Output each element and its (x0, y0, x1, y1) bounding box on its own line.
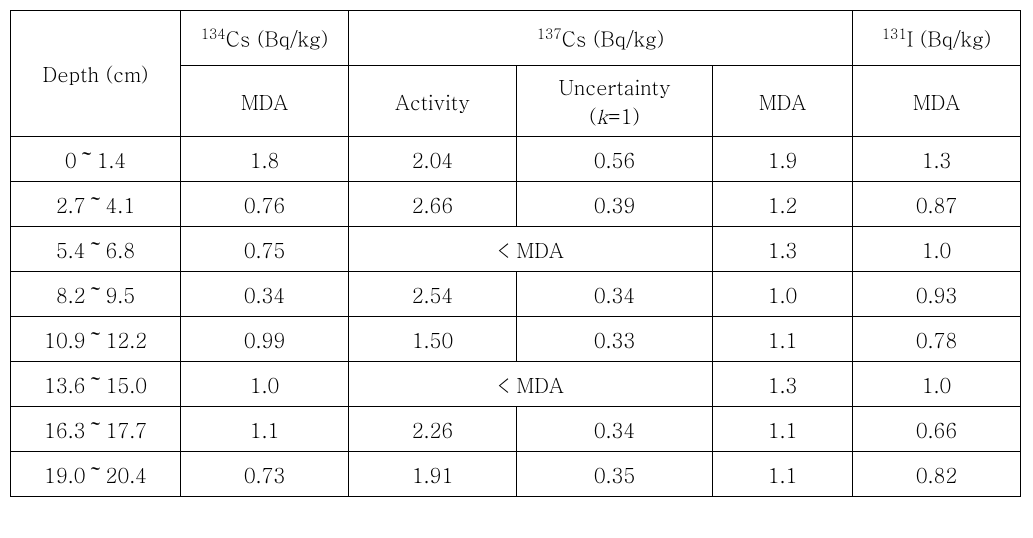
cell-depth: 8.2～9.5 (11, 272, 181, 317)
col-i131-mda: MDA (853, 66, 1021, 137)
cell-cs134-mda: 1.0 (181, 362, 349, 407)
table-row: 13.6～15.01.0< MDA1.31.0 (11, 362, 1021, 407)
cell-i131-mda: 0.93 (853, 272, 1021, 317)
col-cs137: 137Cs (Bq/kg) (349, 11, 853, 66)
cell-uncertainty: 0.35 (517, 452, 713, 497)
cell-cs134-mda: 0.34 (181, 272, 349, 317)
cell-i131-mda: 1.3 (853, 137, 1021, 182)
col-cs134: 134Cs (Bq/kg) (181, 11, 349, 66)
cell-cs137-mda: 1.0 (713, 272, 853, 317)
cell-uncertainty: 0.33 (517, 317, 713, 362)
cell-depth: 10.9～12.2 (11, 317, 181, 362)
cell-i131-mda: 0.87 (853, 182, 1021, 227)
cell-activity: 2.66 (349, 182, 517, 227)
cell-depth: 19.0～20.4 (11, 452, 181, 497)
cell-i131-mda: 1.0 (853, 227, 1021, 272)
cell-depth: 0～1.4 (11, 137, 181, 182)
cell-cs137-mda: 1.1 (713, 317, 853, 362)
col-cs134-mda: MDA (181, 66, 349, 137)
cell-activity: 1.50 (349, 317, 517, 362)
table-row: 19.0～20.40.731.910.351.10.82 (11, 452, 1021, 497)
col-depth: Depth (cm) (11, 11, 181, 137)
table-row: 0～1.41.82.040.561.91.3 (11, 137, 1021, 182)
cell-depth: 5.4～6.8 (11, 227, 181, 272)
cell-cs137-mda: 1.9 (713, 137, 853, 182)
cell-uncertainty: 0.56 (517, 137, 713, 182)
radionuclide-table: Depth (cm) 134Cs (Bq/kg) 137Cs (Bq/kg) 1… (10, 10, 1021, 497)
col-uncertainty: Uncertainty(k=1) (517, 66, 713, 137)
cell-cs134-mda: 1.8 (181, 137, 349, 182)
col-i131: 131I (Bq/kg) (853, 11, 1021, 66)
cell-activity: 2.26 (349, 407, 517, 452)
cell-depth: 16.3～17.7 (11, 407, 181, 452)
col-activity: Activity (349, 66, 517, 137)
cell-i131-mda: 0.82 (853, 452, 1021, 497)
cell-uncertainty: 0.34 (517, 407, 713, 452)
cell-i131-mda: 0.66 (853, 407, 1021, 452)
cell-cs134-mda: 0.99 (181, 317, 349, 362)
cell-i131-mda: 1.0 (853, 362, 1021, 407)
cell-uncertainty: 0.39 (517, 182, 713, 227)
cell-cs134-mda: 0.75 (181, 227, 349, 272)
cell-lt-mda: < MDA (349, 227, 713, 272)
col-cs137-mda: MDA (713, 66, 853, 137)
cell-i131-mda: 0.78 (853, 317, 1021, 362)
cell-cs137-mda: 1.3 (713, 362, 853, 407)
cell-cs137-mda: 1.1 (713, 407, 853, 452)
table-row: 10.9～12.20.991.500.331.10.78 (11, 317, 1021, 362)
table-row: 16.3～17.71.12.260.341.10.66 (11, 407, 1021, 452)
cell-uncertainty: 0.34 (517, 272, 713, 317)
cell-activity: 2.04 (349, 137, 517, 182)
table-row: 8.2～9.50.342.540.341.00.93 (11, 272, 1021, 317)
cell-activity: 2.54 (349, 272, 517, 317)
cell-activity: 1.91 (349, 452, 517, 497)
table-row: 5.4～6.80.75< MDA1.31.0 (11, 227, 1021, 272)
table-body: 0～1.41.82.040.561.91.32.7～4.10.762.660.3… (11, 137, 1021, 497)
cell-cs134-mda: 0.76 (181, 182, 349, 227)
table-row: 2.7～4.10.762.660.391.20.87 (11, 182, 1021, 227)
cell-lt-mda: < MDA (349, 362, 713, 407)
cell-depth: 2.7～4.1 (11, 182, 181, 227)
cell-depth: 13.6～15.0 (11, 362, 181, 407)
table-header: Depth (cm) 134Cs (Bq/kg) 137Cs (Bq/kg) 1… (11, 11, 1021, 137)
cell-cs137-mda: 1.1 (713, 452, 853, 497)
cell-cs134-mda: 0.73 (181, 452, 349, 497)
cell-cs137-mda: 1.2 (713, 182, 853, 227)
cell-cs134-mda: 1.1 (181, 407, 349, 452)
cell-cs137-mda: 1.3 (713, 227, 853, 272)
